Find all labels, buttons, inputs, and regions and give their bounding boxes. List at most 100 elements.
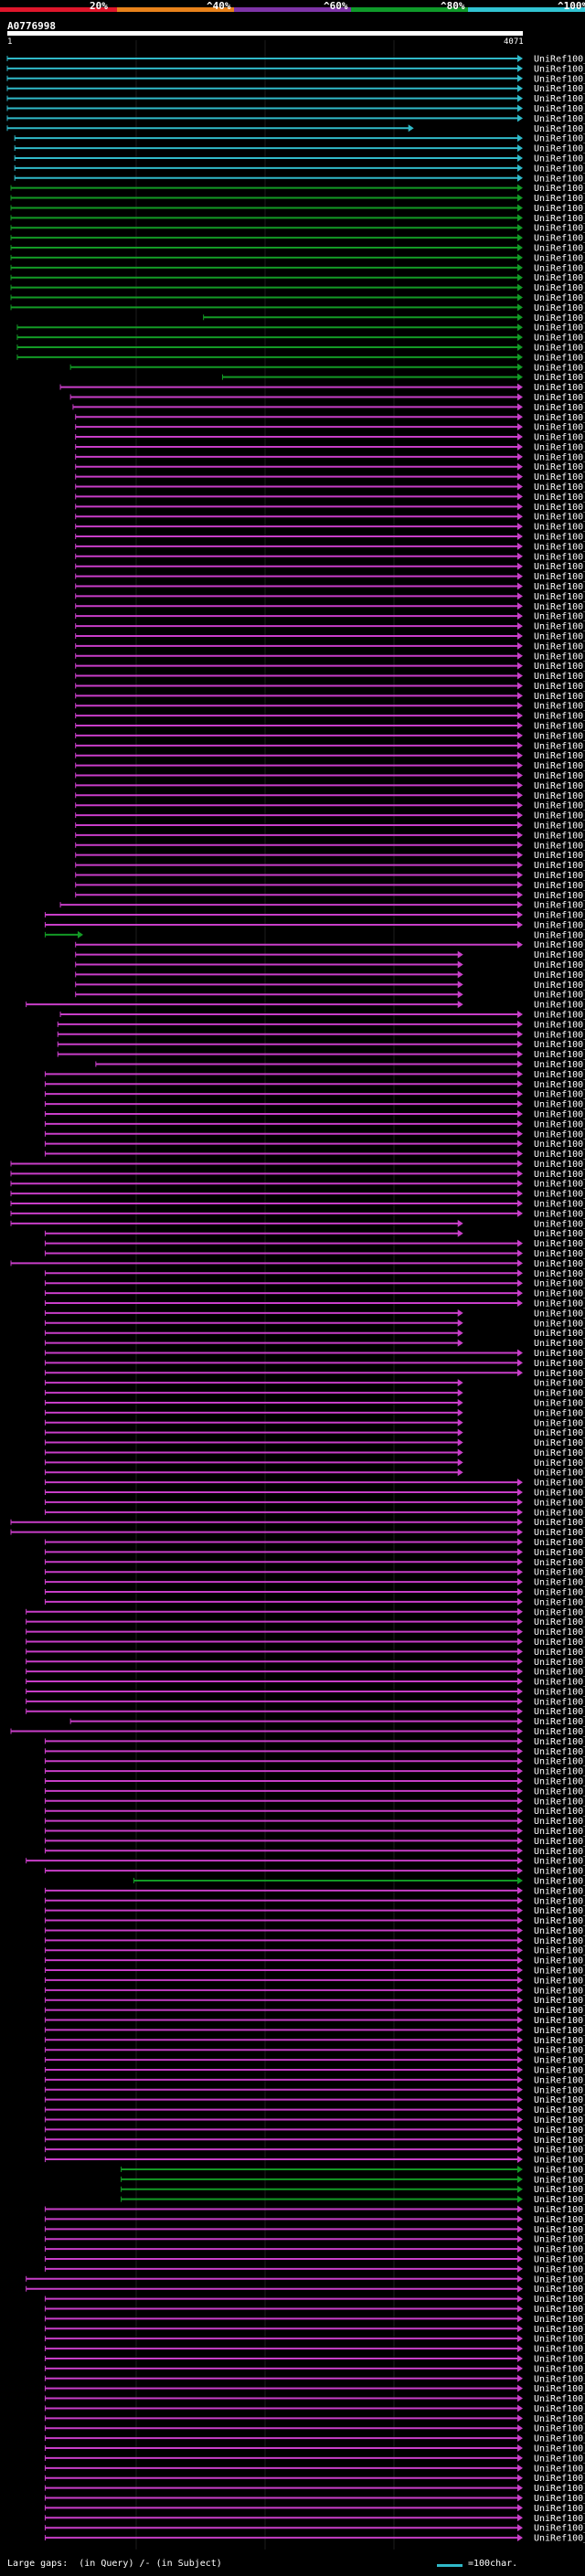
hit-row[interactable]: UniRef100_UP1000.. — [44, 1976, 585, 1986]
hit-row[interactable]: UniRef100_B5KI26 — [75, 493, 585, 503]
hit-row[interactable]: UniRef100_A6GQ74 — [44, 1339, 585, 1349]
hit-label[interactable]: UniRef100_Q04499 — [534, 1697, 585, 1707]
hit-row[interactable]: UniRef100_C9Y5B6 — [44, 1150, 585, 1160]
hit-row[interactable]: UniRef100_Q7Z2Z4 — [10, 224, 585, 234]
hit-row[interactable]: UniRef100_UP1000.. — [75, 881, 585, 891]
hit-label[interactable]: UniRef100_UP1000.. — [534, 2036, 585, 2046]
hit-label[interactable]: UniRef100_Q2U4K6 — [534, 2444, 585, 2454]
hit-row[interactable]: UniRef100_UP1000.. — [44, 1369, 585, 1379]
hit-label[interactable]: UniRef100_A4CLE9 — [534, 1717, 585, 1727]
hit-label[interactable]: UniRef100_C4D3V5 — [534, 1597, 585, 1607]
hit-label[interactable]: UniRef100_A6EG42 — [534, 2046, 585, 2056]
hit-label[interactable]: UniRef100_C1D7N6 — [534, 1309, 585, 1319]
hit-row[interactable]: UniRef100_UP1000.. — [26, 1707, 585, 1717]
hit-label[interactable]: UniRef100_B4F789 — [534, 731, 585, 741]
hit-label[interactable]: UniRef100_Q04499-4 — [534, 1687, 585, 1697]
hit-label[interactable]: UniRef100_Q7Z5D7 — [534, 1229, 585, 1239]
hit-row[interactable]: UniRef100_A6R417 — [57, 1050, 585, 1060]
hit-row[interactable]: UniRef100_UP1000.. — [44, 1886, 585, 1896]
hit-label[interactable]: UniRef100_B4LMZ4 — [534, 1219, 585, 1229]
hit-label[interactable]: UniRef100_Q04499-5 — [534, 1668, 585, 1678]
hit-label[interactable]: UniRef100_A6E918 — [534, 1847, 585, 1857]
hit-label[interactable]: UniRef100_C9Y5Z8 — [534, 1160, 585, 1170]
hit-row[interactable]: UniRef100_A3SP74 — [44, 1129, 585, 1140]
hit-row[interactable]: UniRef100_A5DNP1 — [44, 2454, 585, 2464]
hit-row[interactable]: UniRef100_C9SDR6 — [44, 2245, 585, 2255]
hit-label[interactable]: UniRef100_A2U155 — [534, 1289, 585, 1299]
hit-label[interactable]: UniRef100_A9FT17 — [534, 920, 585, 930]
hit-row[interactable]: UniRef100_B0TSS0 — [44, 2225, 585, 2235]
hit-row[interactable]: UniRef100_UP1000.. — [57, 1020, 585, 1030]
hit-label[interactable]: UniRef100_Q9RYA7 — [534, 1418, 585, 1428]
hit-label[interactable]: UniRef100_UP1000.. — [534, 2335, 585, 2345]
hit-row[interactable]: UniRef100_C6XTU4 — [57, 1040, 585, 1050]
hit-row[interactable]: UniRef100_Q94LZ2 — [10, 204, 585, 214]
hit-label[interactable]: UniRef100_A9UPE7 — [534, 1170, 585, 1180]
hit-row[interactable]: UniRef100_B8BVL5 — [10, 1200, 585, 1210]
hit-label[interactable]: UniRef100_Q9FKM5 — [534, 253, 585, 263]
hit-label[interactable]: UniRef100_A4MF16 — [534, 2195, 585, 2205]
hit-label[interactable]: UniRef100_UP1000.. — [534, 841, 585, 851]
hit-row[interactable]: UniRef100_A3J7E5 — [44, 2085, 585, 2095]
hit-row[interactable]: UniRef100_Q7Z5D7 — [44, 1229, 585, 1239]
hit-row[interactable]: UniRef100_A0M1H1 — [44, 1538, 585, 1548]
hit-label[interactable]: UniRef100_B6STU5 — [534, 353, 585, 363]
hit-row[interactable]: UniRef100_UP1000.. — [44, 2394, 585, 2404]
hit-row[interactable]: UniRef100_C6HEZ9 — [44, 2354, 585, 2364]
hit-label[interactable]: UniRef100_C6HW58 — [534, 960, 585, 970]
hit-row[interactable]: UniRef100_A4MF16 — [121, 2195, 585, 2205]
hit-row[interactable]: UniRef100_B9N1Y0 — [6, 104, 585, 114]
hit-label[interactable]: UniRef100_UP1000.. — [534, 801, 585, 811]
hit-label[interactable]: UniRef100_Q3KQE9 — [534, 1737, 585, 1747]
hit-row[interactable]: UniRef100_Q7QFT0 — [26, 1607, 585, 1617]
hit-row[interactable]: UniRef100_B0Y0F7 — [44, 2026, 585, 2036]
hit-row[interactable]: UniRef100_B4MWZ9 — [26, 1001, 585, 1011]
hit-label[interactable]: UniRef100_C7QBW6 — [534, 1489, 585, 1499]
hit-row[interactable]: UniRef100_Q5RBP5 — [44, 1827, 585, 1837]
hit-label[interactable]: UniRef100_C7YJ96 — [534, 2345, 585, 2355]
hit-label[interactable]: UniRef100_UP1000.. — [534, 582, 585, 592]
hit-row[interactable]: UniRef100_UP1000.. — [75, 751, 585, 761]
hit-label[interactable]: UniRef100_UP1000.. — [534, 2514, 585, 2524]
hit-row[interactable]: UniRef100_B3RRV8 — [44, 2095, 585, 2105]
hit-row[interactable]: UniRef100_A6R5V5 — [44, 2424, 585, 2434]
hit-row[interactable]: UniRef100_C5LJ98 — [44, 2264, 585, 2274]
hit-row[interactable]: UniRef100_C4D3V5 — [44, 1597, 585, 1607]
hit-label[interactable]: UniRef100_Q6FHY6 — [534, 1070, 585, 1080]
hit-label[interactable]: UniRef100_Q3UNR4 — [534, 702, 585, 712]
hit-label[interactable]: UniRef100_Q7KS24 — [534, 2284, 585, 2295]
hit-row[interactable]: UniRef100_UP1000.. — [44, 1578, 585, 1588]
hit-row[interactable]: UniRef100_B9S5F1 — [6, 94, 585, 104]
hit-row[interactable]: UniRef100_B9A1D1 — [44, 1448, 585, 1458]
hit-label[interactable]: UniRef100_A6HKA0 — [534, 901, 585, 911]
hit-label[interactable]: UniRef100_UP1000.. — [534, 2315, 585, 2325]
hit-row[interactable]: UniRef100_B8NLB8 — [44, 2414, 585, 2424]
hit-row[interactable]: UniRef100_UP1000.. — [44, 1479, 585, 1489]
hit-row[interactable]: UniRef100_B4F789 — [75, 731, 585, 741]
hit-row[interactable]: UniRef100_UP1000.. — [121, 2185, 585, 2195]
hit-label[interactable]: UniRef100_A3IDV1 — [534, 1279, 585, 1289]
hit-row[interactable]: UniRef100_A4Q693 — [44, 2016, 585, 2026]
hit-label[interactable]: UniRef100_A9RSW8 — [534, 303, 585, 313]
hit-row[interactable]: UniRef100_Q6ZC22 — [44, 2215, 585, 2225]
hit-row[interactable]: UniRef100_Q04499-3 — [26, 1678, 585, 1688]
hit-row[interactable]: UniRef100_B9GAW9 — [69, 363, 585, 373]
hit-label[interactable]: UniRef100_Q9D6I1 — [534, 513, 585, 523]
hit-label[interactable]: UniRef100_UP1000.. — [534, 821, 585, 831]
hit-label[interactable]: UniRef100_C9Y5B6 — [534, 1150, 585, 1160]
hit-row[interactable]: UniRef100_A1E289 — [6, 114, 585, 124]
hit-label[interactable]: UniRef100_A3U9I2 — [534, 1269, 585, 1279]
hit-row[interactable]: UniRef100_B2WBD5 — [44, 1996, 585, 2006]
hit-label[interactable]: UniRef100_O43272-4 — [534, 472, 585, 482]
hit-row[interactable]: UniRef100_UP1000.. — [44, 1936, 585, 1946]
hit-row[interactable]: UniRef100_C5GQD1 — [75, 981, 585, 991]
hit-label[interactable]: UniRef100_B9N1Y0 — [534, 104, 585, 114]
hit-row[interactable]: UniRef100_UP1000.. — [75, 682, 585, 692]
hit-row[interactable]: UniRef100_Q4V7V6 — [75, 572, 585, 582]
hit-label[interactable]: UniRef100_C2FVV4 — [534, 1190, 585, 1200]
hit-label[interactable]: UniRef100_UP1000.. — [534, 871, 585, 881]
hit-row[interactable]: UniRef100_O43272-5 — [75, 761, 585, 771]
hit-row[interactable]: UniRef100_Q04499 — [26, 1697, 585, 1707]
hit-label[interactable]: UniRef100_Q5RBP5 — [534, 1827, 585, 1837]
hit-label[interactable]: UniRef100_UP1000.. — [534, 423, 585, 433]
